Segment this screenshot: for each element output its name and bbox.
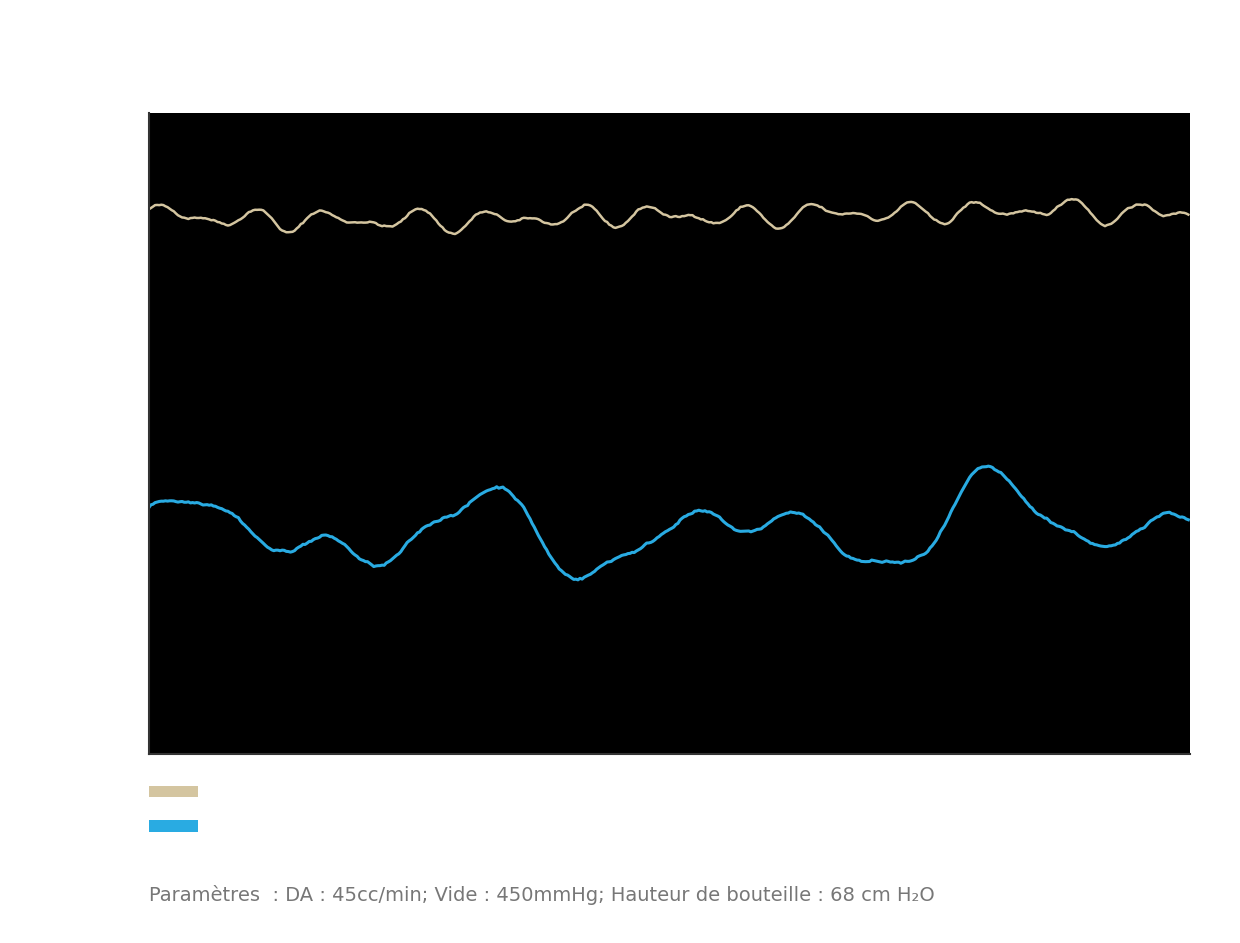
Text: Paramètres  : DA : 45cc/min; Vide : 450mmHg; Hauteur de bouteille : 68 cm H₂O: Paramètres : DA : 45cc/min; Vide : 450mm… (149, 885, 935, 905)
